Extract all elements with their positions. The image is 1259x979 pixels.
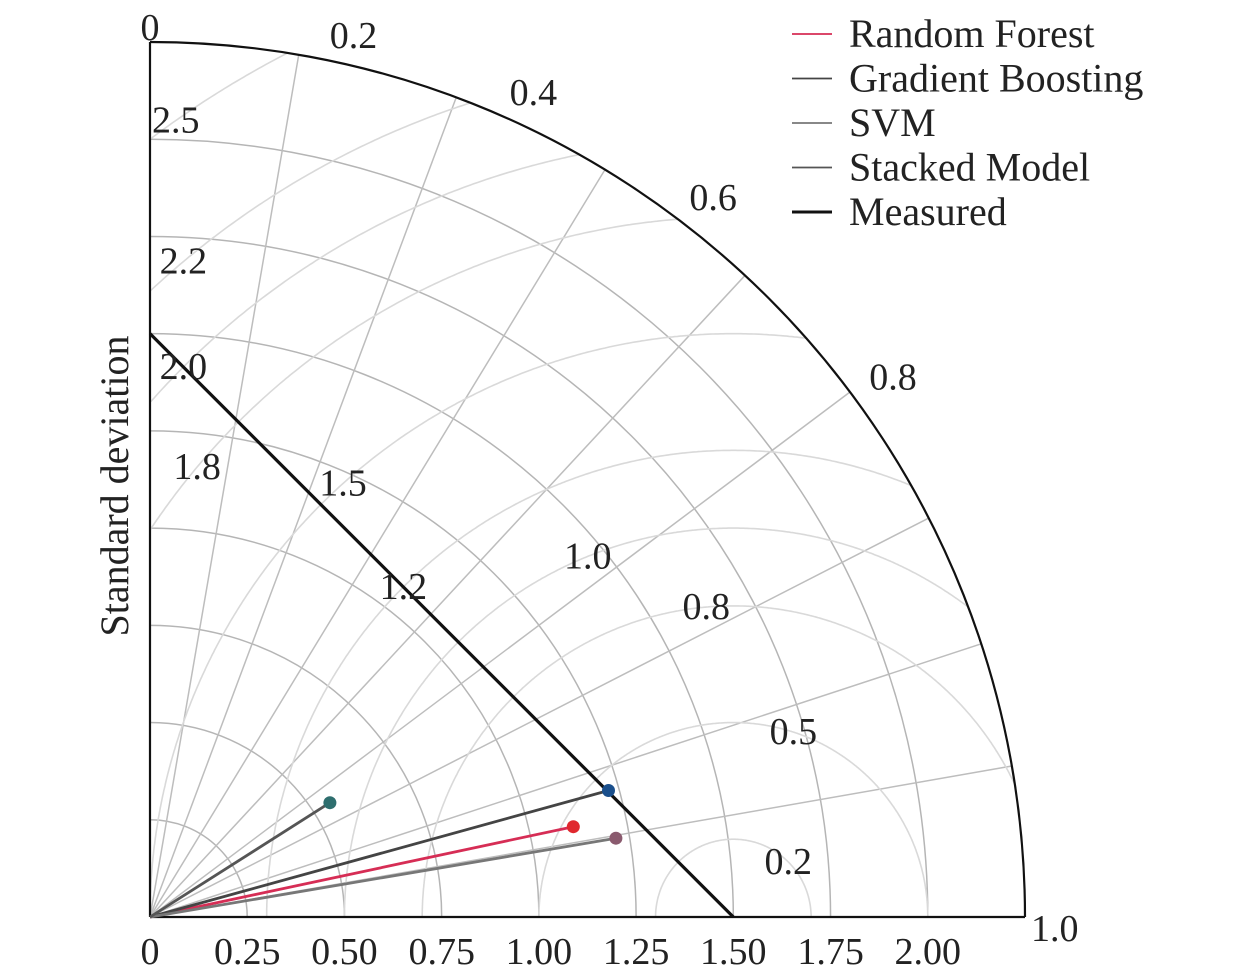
std-arc-7	[149, 138, 929, 918]
label-layer: 0.2 0.5 0.8 1.0 1.2 1.5 1.8 2.0 2.2 2.5 0 0.25 0.50 0…	[141, 7, 1079, 973]
rms-arc-5	[149, 332, 807, 917]
corr-tick-label-0: 0	[141, 7, 160, 49]
corr-line-3	[149, 274, 746, 918]
legend-label-3: Stacked Model	[849, 145, 1090, 190]
series-point-1	[602, 784, 615, 797]
series-point-3	[323, 796, 337, 810]
x-tick-label-8: 2.00	[895, 931, 962, 973]
std-arc-4	[149, 430, 637, 918]
y-axis-label: Standard deviation	[92, 335, 137, 636]
x-tick-label-7: 1.75	[797, 931, 864, 973]
x-tick-label-2: 0.50	[311, 931, 378, 973]
rms-label-8: 2.2	[160, 241, 208, 283]
rms-label-4: 1.2	[380, 566, 428, 608]
x-tick-label-1: 0.25	[214, 931, 281, 973]
legend-label-1: Gradient Boosting	[849, 56, 1143, 101]
corr-tick-label-3: 0.6	[689, 177, 737, 219]
rms-arc-6	[148, 218, 679, 532]
series-point-2	[609, 831, 623, 845]
x-tick-label-0: 0	[141, 931, 160, 973]
rms-arc-0	[654, 838, 812, 917]
rms-label-3: 1.0	[564, 535, 612, 577]
x-tick-label-5: 1.25	[603, 931, 670, 973]
std-arc-6	[149, 235, 832, 918]
corr-tick-label-1: 0.2	[330, 15, 378, 57]
grid-layer	[149, 54, 1013, 918]
rms-arc-7	[150, 154, 579, 403]
rms-arc-4	[265, 449, 913, 917]
corr-line-1	[149, 97, 457, 918]
rms-label-9: 2.5	[152, 100, 200, 142]
std-arc-2	[149, 624, 443, 918]
rms-label-0: 0.2	[765, 841, 813, 883]
legend-label-0: Random Forest	[849, 11, 1095, 56]
series-point-0	[566, 820, 580, 834]
series-line-0	[149, 825, 574, 919]
rms-arc-9	[151, 51, 289, 139]
corr-line-4	[149, 391, 851, 918]
reference-line	[148, 332, 735, 919]
corr-tick-label-5: 1.0	[1031, 908, 1079, 950]
outer-arc	[149, 40, 1027, 918]
corr-line-0	[149, 54, 300, 918]
series-line-1	[149, 789, 609, 919]
rms-arc-1	[538, 721, 929, 917]
corr-line-2	[149, 169, 606, 918]
rms-label-1: 0.5	[770, 711, 818, 753]
frame-layer	[148, 40, 1027, 919]
corr-line-5	[149, 517, 930, 918]
x-tick-label-6: 1.50	[700, 931, 767, 973]
corr-tick-label-4: 0.8	[869, 357, 917, 399]
series-layer	[148, 332, 735, 919]
legend-label-4: Measured	[849, 189, 1007, 234]
rms-arc-layer	[148, 51, 1017, 917]
legend-label-2: SVM	[849, 100, 936, 145]
rms-label-2: 0.8	[682, 586, 730, 628]
rms-label-7: 2.0	[160, 346, 208, 388]
rms-arc-2	[421, 605, 1017, 917]
series-line-2	[149, 836, 617, 919]
series-line-3	[149, 801, 331, 919]
corr-line-6	[149, 643, 982, 918]
std-arc-3	[149, 527, 540, 918]
corr-tick-label-2: 0.4	[510, 72, 557, 114]
rms-label-6: 1.8	[173, 446, 221, 488]
rms-arc-3	[343, 527, 970, 917]
std-arc-5	[149, 332, 735, 918]
rms-label-5: 1.5	[319, 463, 367, 505]
x-tick-label-4: 1.00	[506, 931, 573, 973]
rms-arc-8	[149, 102, 470, 292]
x-tick-label-3: 0.75	[408, 931, 475, 973]
